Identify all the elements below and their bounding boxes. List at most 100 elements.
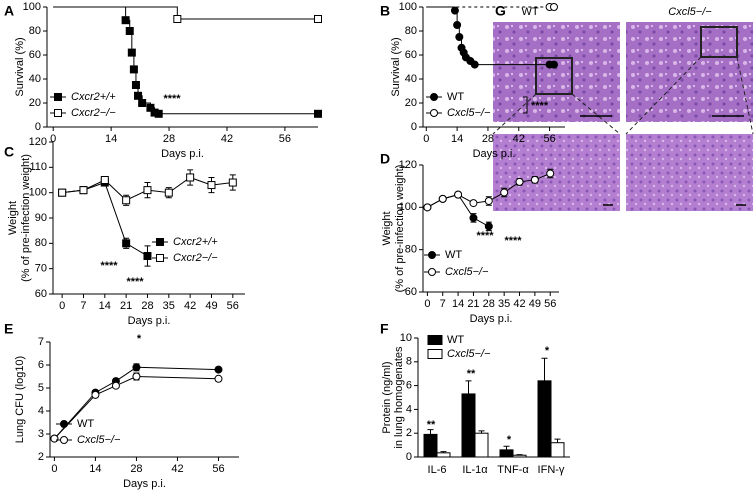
legend-marker [156,238,164,246]
x-tick-label: 28 [483,298,495,310]
data-point [164,188,173,197]
x-tick-label: 21 [467,298,479,310]
bar [461,393,476,458]
bar [436,452,451,458]
bar [512,454,527,458]
data-point [469,199,478,208]
x-tick-label: 49 [205,300,217,312]
panel-g-images [492,22,754,211]
legend-label: WT [447,91,464,103]
data-point [131,81,140,89]
y-axis-label: Protein (ng/ml) [381,361,393,433]
legend-marker [60,436,68,444]
x-axis-label: Days p.i. [470,313,513,325]
data-point [314,109,322,118]
error-bar [427,429,434,435]
data-point [129,65,138,74]
zoom-box [535,57,573,95]
data-point [228,178,237,187]
y-tick-label: 5 [38,382,44,394]
data-point [453,21,462,29]
y-axis-label: Survival (%) [390,37,402,96]
y-tick-label: 4 [406,403,412,415]
y-axis-label: (% of pre-infection weight) [20,154,32,282]
panel-letter: D [380,151,390,167]
error-bar [503,445,510,450]
legend-marker [428,268,436,276]
histology-wt-zoom [493,134,620,211]
data-point [143,252,152,260]
x-axis-label: Days p.i. [128,315,171,327]
x-tick-label: 56 [279,133,291,145]
x-tick-label: 0 [423,133,429,145]
data-point [484,222,493,231]
data-point [127,48,136,57]
bar [474,432,489,458]
bar [537,380,552,458]
x-tick-label: 56 [543,133,555,145]
y-tick-label: 3 [38,428,44,440]
x-tick-label: TNF-α [497,464,529,476]
x-tick-label: 7 [80,300,86,312]
error-bar [440,451,447,453]
y-axis-label: in lung homogenates [393,346,405,449]
x-tick-label: 42 [513,298,525,310]
zoom-line [736,56,754,135]
data-point [546,169,555,178]
y-tick-label: 60 [405,49,417,61]
error-bar [478,430,485,434]
y-tick-label: 100 [399,1,417,13]
x-tick-label: 0 [424,298,430,310]
x-tick-label: 14 [99,300,111,312]
annotation: * [137,333,142,345]
data-point [214,365,223,374]
data-point [134,91,143,100]
y-tick-label: 20 [29,97,41,109]
data-point [132,363,141,372]
histology-wt [493,22,620,122]
data-point [122,239,131,248]
x-tick-label: 42 [184,300,196,312]
y-tick-label: 120 [399,159,417,171]
data-point [121,16,130,25]
data-point [450,6,459,15]
y-tick-label: 70 [35,263,47,275]
data-point [549,3,558,11]
x-tick-label: 14 [89,463,101,475]
data-point [500,188,509,197]
annotation: * [507,434,512,446]
x-tick-label: 28 [163,133,175,145]
y-tick-label: 100 [23,1,41,13]
zoom-line [571,93,621,135]
annotation: **** [100,260,118,272]
y-axis-label: Weight [381,211,393,245]
legend-label: WT [445,249,462,261]
y-tick-label: 7 [38,336,44,348]
legend-marker [54,93,62,101]
y-axis-label: Lung CFU (log10) [14,356,26,443]
y-tick-label: 120 [29,136,47,148]
data-point [132,372,141,381]
legend-swatch [427,335,443,345]
x-tick-label: 28 [141,300,153,312]
y-tick-label: 60 [35,288,47,300]
histology-ko [626,22,753,122]
data-point [455,33,464,41]
annotation: **** [163,93,181,105]
y-tick-label: 40 [405,73,417,85]
y-tick-label: 100 [29,187,47,199]
legend-swatch [427,349,443,359]
bar [423,433,438,458]
data-point [146,103,155,112]
data-point [100,176,109,184]
y-tick-label: 40 [29,73,41,85]
x-tick-label: 56 [227,300,239,312]
x-tick-label: 21 [120,300,132,312]
panel-letter: B [380,3,390,19]
data-point [549,60,558,69]
image-label: WT [521,6,538,18]
x-tick-label: IL-6 [428,464,447,476]
zoom-box [700,26,738,58]
y-tick-label: 110 [29,161,47,173]
